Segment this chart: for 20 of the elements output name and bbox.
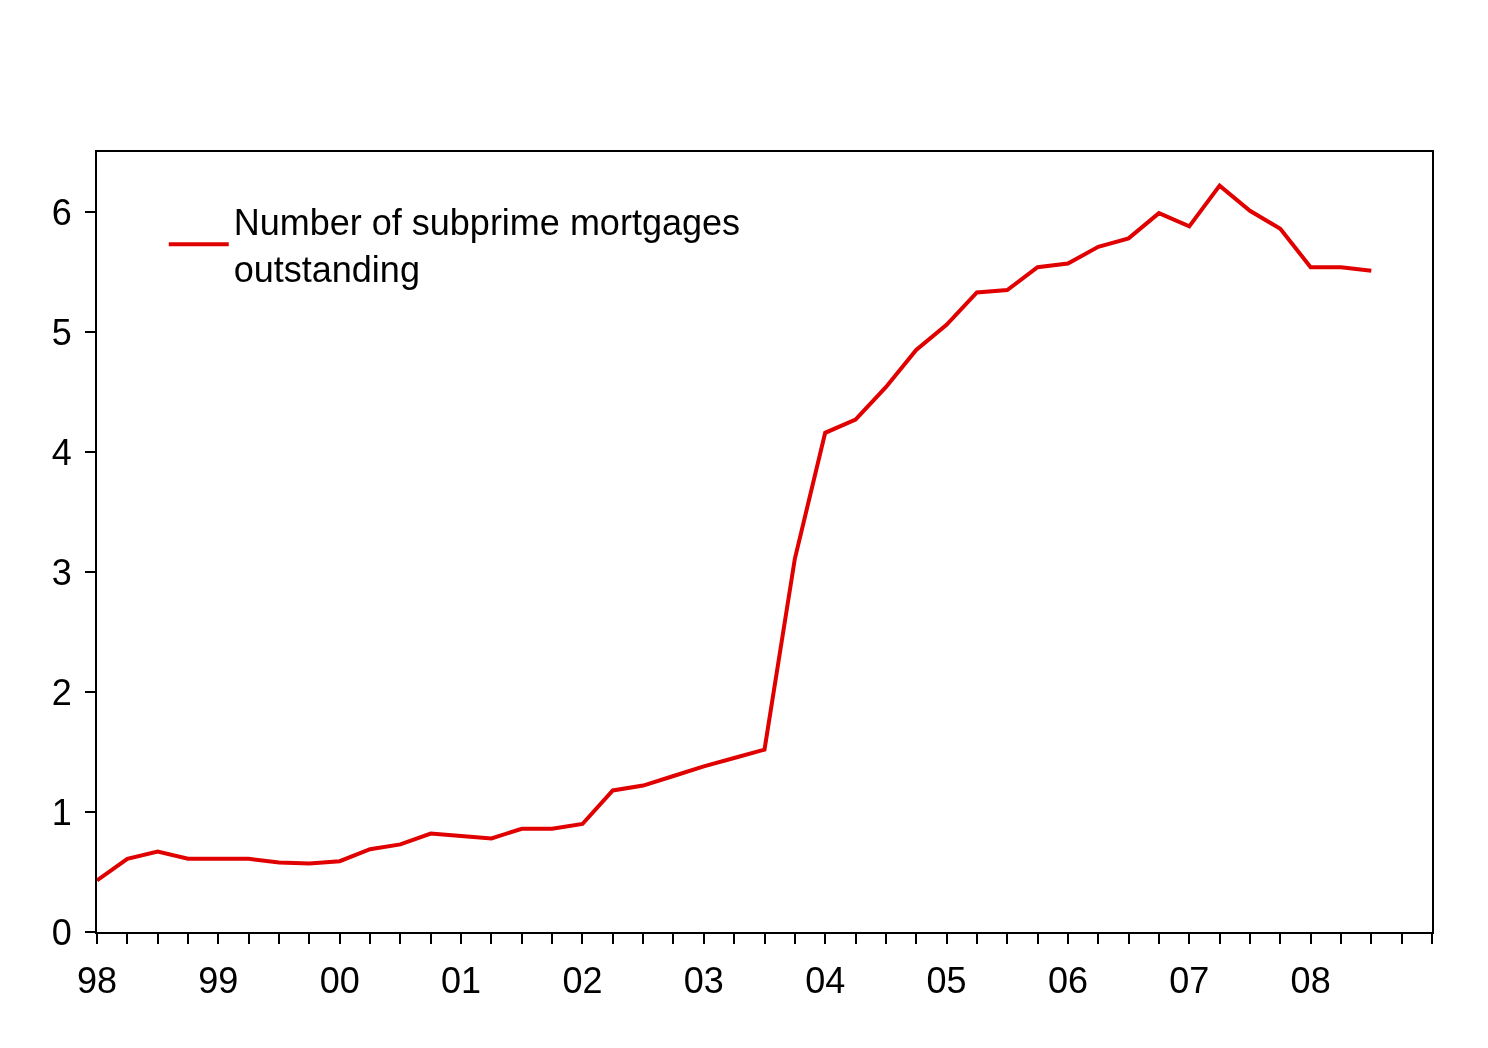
x-tick-label: 04 <box>805 960 846 1002</box>
y-tick-label: 6 <box>51 191 72 233</box>
line-series <box>97 183 1374 883</box>
y-tick-label: 0 <box>51 911 72 953</box>
x-tick-label: 00 <box>319 960 360 1002</box>
y-tick-label: 5 <box>51 311 72 353</box>
x-tick-label: 08 <box>1290 960 1331 1002</box>
x-tick-label: 01 <box>441 960 482 1002</box>
x-tick-label: 02 <box>562 960 603 1002</box>
legend-label: Number of subprime mortgages outstanding <box>233 201 740 290</box>
x-tick-label: 05 <box>926 960 967 1002</box>
x-tick-label: 98 <box>76 960 118 1002</box>
y-tick-label: 3 <box>51 551 72 593</box>
x-tick-label: 03 <box>683 960 724 1002</box>
x-tick-label: 06 <box>1047 960 1088 1002</box>
y-tick-label: 2 <box>51 671 72 713</box>
x-tick-label: 99 <box>198 960 239 1002</box>
x-tick-label: 07 <box>1169 960 1210 1002</box>
y-tick-label: 4 <box>51 431 72 473</box>
y-tick-label: 1 <box>51 791 72 833</box>
